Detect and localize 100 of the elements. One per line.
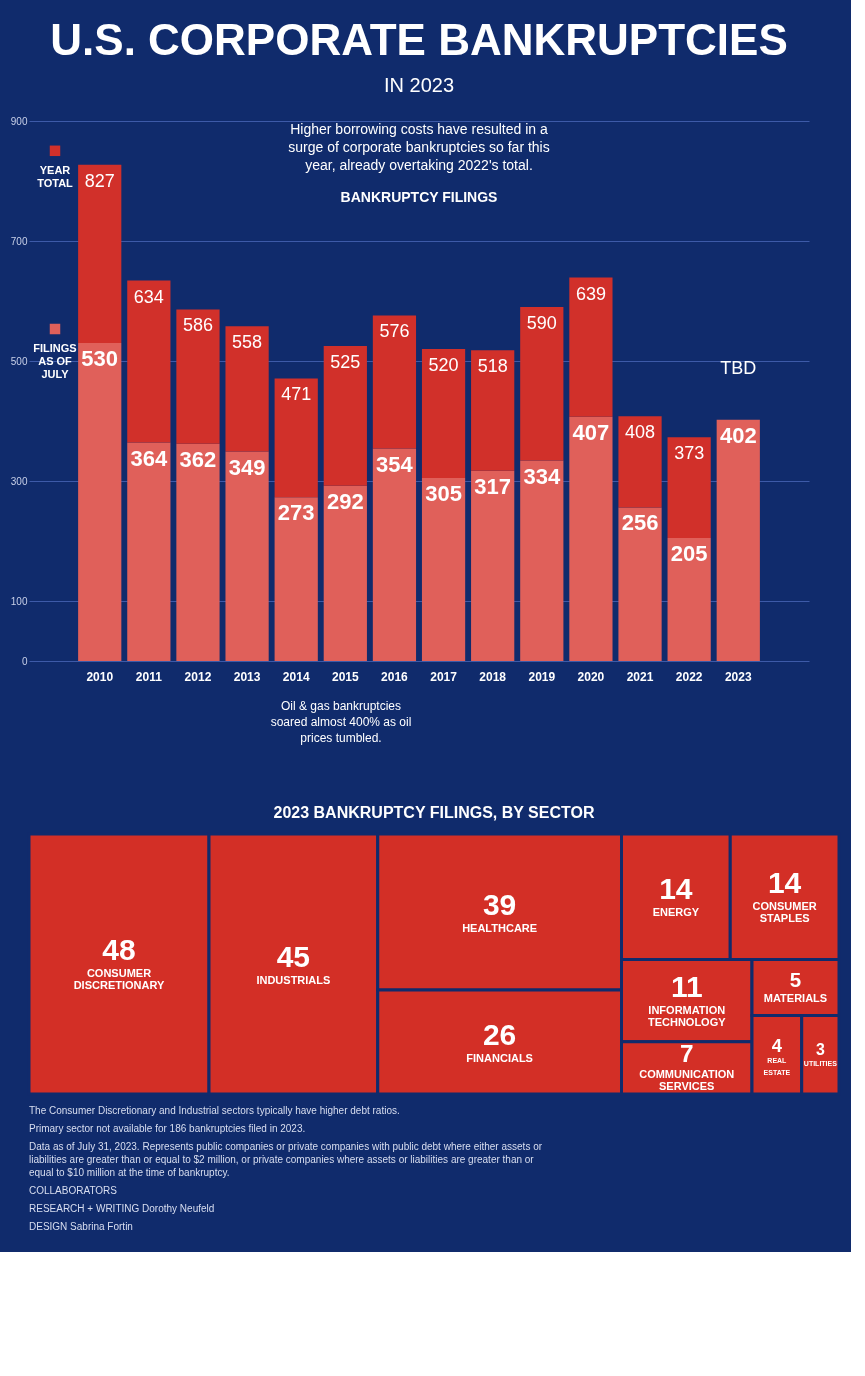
data-label: 256 <box>621 510 659 536</box>
category-label: ENERGY <box>652 906 700 919</box>
text: The Consumer Discretionary and Industrial sectors typically have higher debt ratios. <box>29 1105 400 1116</box>
chart-subtitle: IN 2023 <box>383 74 455 96</box>
data-label: 4 <box>771 1034 783 1056</box>
legend-label: YEAR TOTAL <box>37 163 74 189</box>
data-label: 349 <box>228 454 266 480</box>
total-label: 520 <box>428 355 459 375</box>
chart-title: U.S. CORPORATE BANKRUPTCIES <box>50 15 788 64</box>
category-label: CONSUMER STAPLES <box>752 899 817 924</box>
bar <box>618 416 662 508</box>
bar <box>225 326 269 452</box>
category-label: HEALTHCARE <box>462 921 538 934</box>
bar <box>421 478 466 661</box>
text: DESIGN Sabrina Fortin <box>29 1221 133 1232</box>
y-tick-label: 0 <box>21 655 28 667</box>
bar <box>421 349 466 478</box>
bar <box>667 437 711 538</box>
bar <box>520 460 564 661</box>
data-label: 364 <box>130 445 168 471</box>
y-tick-label: 100 <box>10 595 28 607</box>
data-label: 530 <box>81 346 119 371</box>
data-label: 305 <box>425 481 462 506</box>
bar <box>569 277 613 417</box>
x-tick-label: 2017 <box>430 669 458 684</box>
text: Primary sector not available for 186 bankruptcies filed in 2023. <box>29 1123 306 1134</box>
bar <box>127 442 171 661</box>
total-label: 586 <box>182 315 213 336</box>
x-tick-label: 2013 <box>233 669 261 684</box>
data-label: 7 <box>679 1039 694 1067</box>
bar <box>78 343 122 661</box>
total-label: 471 <box>281 384 312 405</box>
bar <box>176 443 220 661</box>
category-label: CONSUMER DISCRETIONARY <box>73 967 165 991</box>
x-tick-label: 2011 <box>135 669 163 684</box>
data-label: 362 <box>179 446 217 472</box>
x-tick-label: 2022 <box>675 669 703 684</box>
text: RESEARCH + WRITING Dorothy Neufeld <box>29 1203 215 1214</box>
data-label: 317 <box>474 473 512 499</box>
bar <box>372 448 417 661</box>
bar <box>569 416 613 661</box>
category-label: INDUSTRIALS <box>256 973 331 986</box>
data-label: 48 <box>102 933 136 966</box>
data-label: 205 <box>670 541 708 566</box>
category-label: COMMUNICATION SERVICES <box>639 1068 735 1092</box>
data-label: 354 <box>376 451 414 477</box>
bar <box>716 419 760 661</box>
data-label: 402 <box>719 422 757 448</box>
x-tick-label: 2016 <box>381 669 409 684</box>
data-label: 45 <box>276 939 311 973</box>
x-tick-label: 2014 <box>282 669 310 684</box>
data-label: 39 <box>482 887 517 921</box>
data-label: 334 <box>523 463 561 489</box>
total-label: 827 <box>84 170 115 191</box>
bar <box>78 164 122 343</box>
text: Oil & gas bankruptcies soared almost 400% as oil prices tumbled. <box>270 699 412 745</box>
text: COLLABORATORS <box>29 1185 118 1196</box>
bar <box>127 280 171 443</box>
bar <box>225 451 269 661</box>
bar <box>274 497 318 661</box>
bar <box>667 538 711 661</box>
x-tick-label: 2015 <box>331 669 359 684</box>
x-tick-label: 2010 <box>86 669 114 684</box>
category-label: FINANCIALS <box>466 1051 533 1064</box>
bar <box>372 315 417 449</box>
legend-label: FILINGS AS OF JULY <box>33 342 77 380</box>
bar <box>274 378 318 498</box>
x-tick-label: 2012 <box>184 669 212 684</box>
data-label: 5 <box>789 967 802 991</box>
data-label: 11 <box>670 969 703 1003</box>
bar <box>471 470 515 661</box>
total-label: 408 <box>625 422 656 443</box>
x-tick-label: 2023 <box>724 669 752 684</box>
bar <box>471 350 515 471</box>
x-tick-label: 2020 <box>577 669 605 684</box>
total-label: 639 <box>575 283 606 304</box>
data-label: 273 <box>277 500 315 526</box>
total-label: 576 <box>379 321 410 342</box>
category-label: MATERIALS <box>763 992 828 1005</box>
x-tick-label: 2019 <box>528 669 556 684</box>
bar <box>176 309 220 444</box>
annotation: BANKRUPTCY FILINGS <box>340 189 498 205</box>
bar <box>323 485 367 661</box>
data-label: 3 <box>815 1041 825 1059</box>
y-tick-label: 700 <box>10 235 28 247</box>
total-label: 518 <box>477 356 508 377</box>
total-label: 634 <box>133 286 164 307</box>
y-tick-label: 300 <box>10 475 28 487</box>
data-label: 14 <box>659 872 693 906</box>
annotation: Higher borrowing costs have resulted in a surge of corporate bankruptcies so far this year, already overtaking 2022's total. <box>288 121 550 173</box>
data-label: 14 <box>767 865 802 899</box>
total-label: 525 <box>330 352 361 372</box>
data-label: 26 <box>482 1017 517 1051</box>
x-tick-label: 2018 <box>479 669 507 684</box>
category-label: INFORMATION TECHNOLOGY <box>647 1003 727 1028</box>
total-label: 558 <box>232 332 263 353</box>
bar <box>323 346 367 486</box>
total-label: 590 <box>526 313 557 333</box>
bar <box>618 507 662 661</box>
data-label: 292 <box>326 488 364 514</box>
